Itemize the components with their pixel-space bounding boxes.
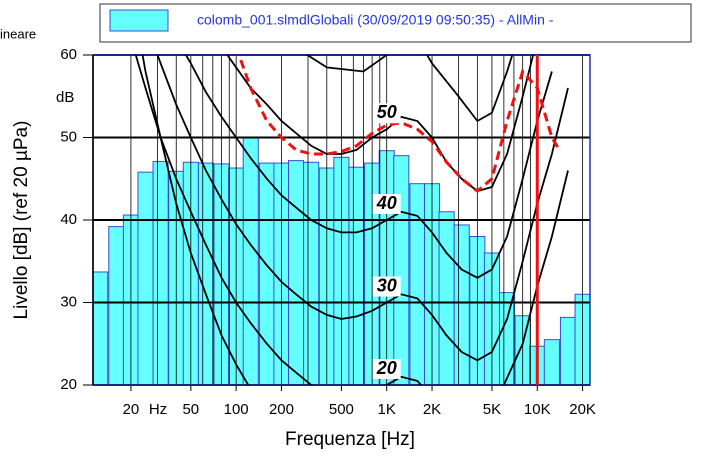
- y-tick-label: 30: [60, 293, 77, 310]
- bar: [348, 166, 365, 386]
- bar: [288, 160, 305, 386]
- y-tick-label: 50: [60, 128, 77, 145]
- bar: [393, 155, 410, 386]
- bar: [543, 339, 560, 386]
- corner-text: ineare: [0, 26, 36, 41]
- bar: [108, 226, 125, 386]
- isophon-curve: [184, 55, 553, 279]
- curve-label-bg: [372, 103, 401, 124]
- isophon-curve: [226, 55, 535, 193]
- x-tick-label: 2K: [423, 401, 441, 418]
- isophon-curve: [156, 55, 569, 362]
- curve-label: 20: [376, 358, 397, 378]
- y-axis-label: Livello [dB] (ref 20 µPa): [11, 121, 32, 320]
- curve-label-bg: [372, 276, 401, 297]
- x-tick-label: 500: [329, 401, 354, 418]
- legend-swatch: [109, 9, 169, 32]
- y-unit: dB: [56, 89, 74, 106]
- bar: [137, 171, 154, 386]
- bar: [242, 137, 259, 386]
- bar: [438, 211, 455, 386]
- y-tick-label: 20: [60, 376, 77, 393]
- isophon-curve: [134, 55, 569, 385]
- bar: [258, 162, 275, 386]
- x-tick-label: 200: [269, 401, 294, 418]
- bar: [92, 271, 109, 386]
- x-tick-label: 1K: [378, 401, 396, 418]
- x-axis-label: Frequenza [Hz]: [285, 429, 415, 450]
- bar: [303, 161, 320, 386]
- bar: [499, 292, 516, 386]
- bar: [197, 162, 214, 386]
- x-tick-label: 10K: [524, 401, 551, 418]
- y-tick-label: 60: [60, 46, 77, 63]
- curve-label: 50: [377, 102, 397, 122]
- curve-label: 40: [376, 193, 397, 213]
- x-tick-label: 100: [224, 401, 249, 418]
- curve-label-bg: [372, 359, 401, 379]
- legend-box: [99, 3, 692, 43]
- isophon-curve: [305, 55, 514, 123]
- bar: [559, 316, 577, 386]
- bar: [453, 224, 470, 386]
- y-tick-label: 40: [60, 211, 77, 228]
- x-tick-label: 5K: [483, 401, 501, 418]
- legend-label: colomb_001.slmdlGlobali (30/09/2019 09:5…: [197, 12, 554, 28]
- dashed-curve: [237, 55, 561, 194]
- curve-label-bg: [372, 194, 401, 214]
- curves: [134, 55, 569, 385]
- x-tick-label: 50: [182, 401, 199, 418]
- x-unit: Hz: [149, 401, 167, 418]
- bar: [152, 160, 169, 386]
- isophon-curve: [141, 55, 250, 385]
- x-tick-label: 20K: [569, 401, 596, 418]
- x-tick-label: 20: [123, 401, 140, 418]
- curve-label: 30: [377, 275, 397, 295]
